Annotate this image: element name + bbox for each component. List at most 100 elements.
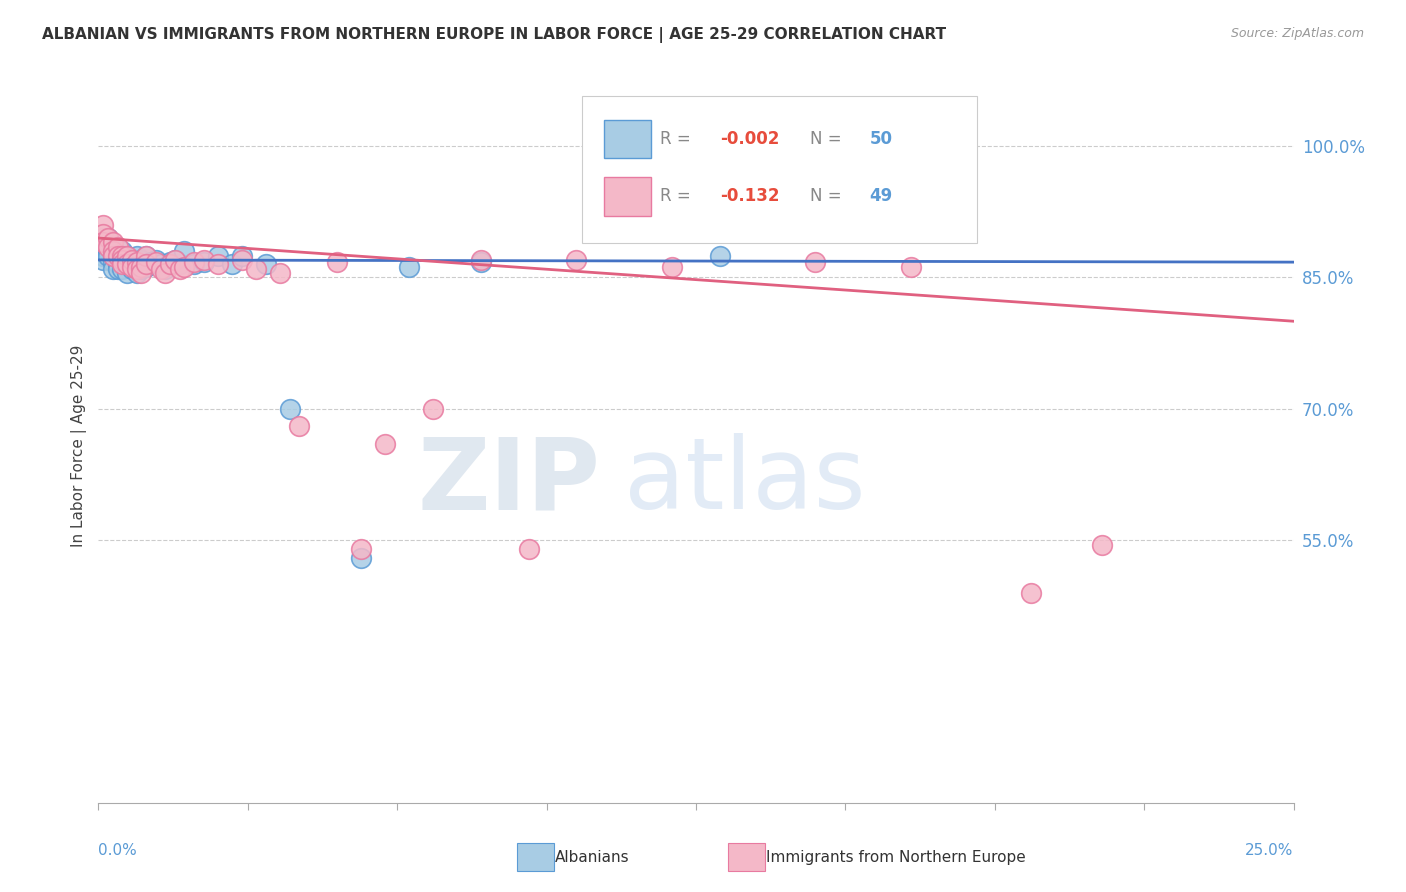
Point — [288, 419, 311, 434]
Point — [269, 266, 291, 280]
Point — [398, 260, 420, 274]
Point — [97, 240, 120, 254]
Point — [254, 257, 277, 271]
Point — [125, 254, 148, 268]
Point — [135, 249, 157, 263]
Point — [115, 249, 138, 263]
FancyBboxPatch shape — [605, 120, 651, 159]
Point — [326, 254, 349, 268]
Point — [91, 235, 114, 250]
Point — [139, 254, 162, 268]
Point — [125, 266, 148, 280]
Point — [121, 261, 143, 276]
Text: -0.002: -0.002 — [720, 130, 779, 148]
Point — [183, 257, 205, 271]
Point — [231, 252, 253, 267]
Point — [131, 260, 153, 274]
Point — [101, 249, 124, 263]
Point — [107, 249, 129, 263]
Point — [517, 541, 540, 556]
Point — [163, 252, 186, 267]
Text: 50: 50 — [869, 130, 893, 148]
Text: R =: R = — [661, 130, 696, 148]
Point — [97, 231, 120, 245]
Point — [131, 261, 153, 276]
Point — [155, 266, 177, 280]
Point — [111, 252, 134, 267]
Text: 0.0%: 0.0% — [98, 843, 138, 858]
Point — [207, 257, 229, 271]
Point — [149, 257, 172, 271]
Point — [91, 218, 114, 232]
Point — [91, 244, 114, 259]
Point — [221, 257, 243, 271]
Point — [101, 235, 124, 250]
Text: R =: R = — [661, 187, 696, 205]
Point — [111, 257, 134, 271]
Point — [135, 260, 157, 274]
Point — [155, 261, 177, 276]
Point — [173, 260, 195, 274]
Text: -0.132: -0.132 — [720, 187, 779, 205]
Text: ALBANIAN VS IMMIGRANTS FROM NORTHERN EUROPE IN LABOR FORCE | AGE 25-29 CORRELATI: ALBANIAN VS IMMIGRANTS FROM NORTHERN EUR… — [42, 27, 946, 43]
Point — [115, 249, 138, 263]
Y-axis label: In Labor Force | Age 25-29: In Labor Force | Age 25-29 — [72, 345, 87, 547]
Point — [97, 244, 120, 259]
Point — [350, 541, 373, 556]
Text: Source: ZipAtlas.com: Source: ZipAtlas.com — [1230, 27, 1364, 40]
Point — [1019, 585, 1042, 599]
Point — [91, 227, 114, 241]
Point — [115, 257, 138, 271]
Text: ZIP: ZIP — [418, 434, 600, 530]
Point — [173, 244, 195, 259]
Text: Immigrants from Northern Europe: Immigrants from Northern Europe — [766, 850, 1026, 864]
Point — [107, 249, 129, 263]
Point — [131, 252, 153, 267]
Point — [101, 254, 124, 268]
Point — [169, 261, 191, 276]
Point — [470, 252, 492, 267]
Point — [900, 260, 922, 274]
Point — [470, 254, 492, 268]
Point — [107, 240, 129, 254]
Point — [115, 266, 138, 280]
Point — [91, 249, 114, 263]
Point — [350, 550, 373, 565]
Point — [91, 231, 114, 245]
Point — [115, 252, 138, 267]
Point — [131, 266, 153, 280]
Point — [107, 252, 129, 267]
Text: N =: N = — [810, 187, 846, 205]
FancyBboxPatch shape — [582, 96, 977, 243]
Point — [231, 249, 253, 263]
Point — [709, 249, 731, 263]
Point — [121, 260, 143, 274]
Text: 49: 49 — [869, 187, 893, 205]
Point — [193, 254, 215, 268]
Point — [374, 437, 396, 451]
Point — [565, 252, 588, 267]
Point — [245, 261, 267, 276]
Point — [107, 261, 129, 276]
Point — [169, 257, 191, 271]
Point — [135, 257, 157, 271]
Point — [121, 252, 143, 267]
Point — [101, 261, 124, 276]
Point — [149, 261, 172, 276]
Point — [422, 401, 444, 416]
Text: atlas: atlas — [624, 434, 866, 530]
Point — [125, 254, 148, 268]
Point — [111, 244, 134, 259]
Point — [111, 254, 134, 268]
Point — [91, 252, 114, 267]
Point — [163, 252, 186, 267]
Point — [207, 249, 229, 263]
Point — [107, 257, 129, 271]
Point — [661, 260, 683, 274]
Text: N =: N = — [810, 130, 846, 148]
Point — [145, 254, 167, 268]
Point — [125, 249, 148, 263]
Point — [97, 249, 120, 263]
Point — [183, 254, 205, 268]
Point — [125, 261, 148, 276]
